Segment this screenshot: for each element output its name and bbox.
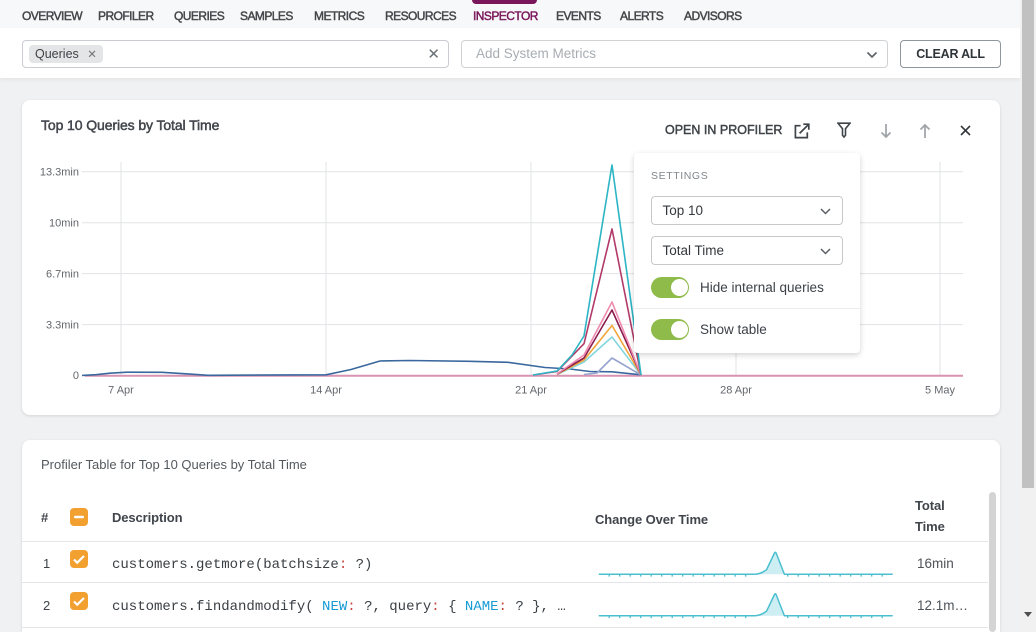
svg-text:6.7min: 6.7min (46, 268, 79, 280)
svg-text:10min: 10min (49, 217, 79, 229)
svg-text:3.3min: 3.3min (46, 319, 79, 331)
svg-text:0: 0 (73, 370, 79, 382)
svg-text:13.3min: 13.3min (40, 167, 79, 179)
svg-text:5 May: 5 May (925, 385, 955, 397)
svg-text:28 Apr: 28 Apr (720, 385, 752, 397)
svg-text:14 Apr: 14 Apr (310, 385, 342, 397)
svg-text:21 Apr: 21 Apr (515, 385, 547, 397)
svg-text:7 Apr: 7 Apr (108, 385, 134, 397)
